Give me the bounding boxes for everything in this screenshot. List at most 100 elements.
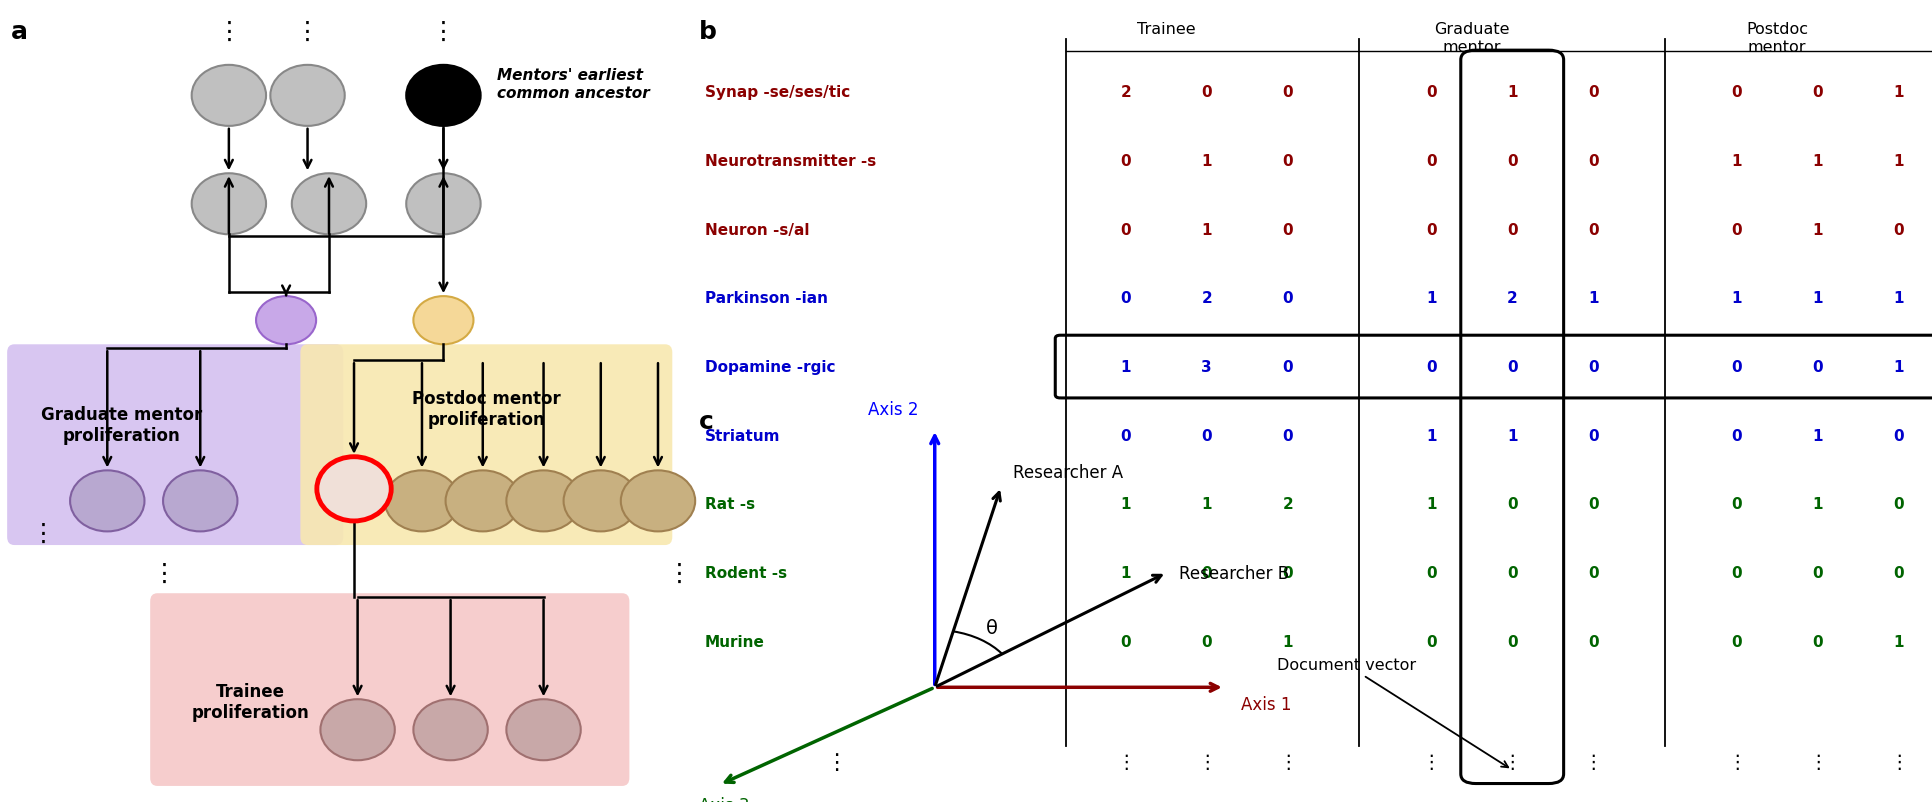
Text: 1: 1 [1893, 634, 1903, 649]
Text: 0: 0 [1893, 222, 1903, 237]
Text: 0: 0 [1507, 565, 1517, 581]
Text: 0: 0 [1426, 565, 1435, 581]
Text: Rat -s: Rat -s [705, 496, 755, 512]
Text: Postdoc mentor
proliferation: Postdoc mentor proliferation [412, 390, 560, 428]
Text: 0: 0 [1281, 222, 1293, 237]
Text: 0: 0 [1812, 85, 1822, 100]
Text: 0: 0 [1281, 154, 1293, 169]
Text: 3: 3 [1202, 359, 1211, 375]
Text: 0: 0 [1507, 634, 1517, 649]
Text: ⋮: ⋮ [1277, 752, 1296, 772]
Text: Parkinson -ian: Parkinson -ian [705, 291, 827, 306]
Text: Mentors' earliest
common ancestor: Mentors' earliest common ancestor [497, 68, 649, 100]
Text: Axis 3: Axis 3 [697, 796, 750, 802]
Text: 0: 0 [1281, 428, 1293, 444]
Text: ⋮: ⋮ [1582, 752, 1602, 772]
Text: 1: 1 [1426, 291, 1435, 306]
Text: 0: 0 [1812, 634, 1822, 649]
Text: Synap -se/ses/tic: Synap -se/ses/tic [705, 85, 850, 100]
Text: ⋮: ⋮ [1115, 752, 1134, 772]
Text: 1: 1 [1202, 496, 1211, 512]
Ellipse shape [413, 699, 487, 760]
Text: 0: 0 [1731, 634, 1741, 649]
Text: a: a [12, 20, 27, 44]
Text: ⋮: ⋮ [1806, 752, 1826, 772]
Text: Researcher A: Researcher A [1012, 464, 1122, 481]
Text: ⋮: ⋮ [431, 20, 456, 44]
Text: 1: 1 [1507, 85, 1517, 100]
Text: ⋮: ⋮ [825, 752, 846, 772]
Text: 0: 0 [1586, 85, 1598, 100]
Text: 1: 1 [1588, 291, 1598, 306]
Text: Neurotransmitter -s: Neurotransmitter -s [705, 154, 875, 169]
Text: 2: 2 [1121, 85, 1130, 100]
Text: 0: 0 [1281, 565, 1293, 581]
Text: 1: 1 [1893, 291, 1903, 306]
Text: 0: 0 [1202, 85, 1211, 100]
Ellipse shape [191, 174, 267, 235]
Text: 0: 0 [1731, 359, 1741, 375]
Text: Document vector: Document vector [1277, 658, 1507, 768]
Text: 0: 0 [1426, 222, 1435, 237]
Ellipse shape [292, 174, 365, 235]
Text: Trainee
proliferation: Trainee proliferation [191, 683, 309, 721]
Text: 0: 0 [1281, 359, 1293, 375]
Text: 0: 0 [1731, 428, 1741, 444]
Text: 0: 0 [1426, 359, 1435, 375]
Text: Axis 1: Axis 1 [1240, 695, 1291, 714]
Text: 1: 1 [1893, 154, 1903, 169]
Text: 0: 0 [1121, 154, 1130, 169]
Text: Researcher B: Researcher B [1179, 564, 1289, 581]
Text: 1: 1 [1121, 496, 1130, 512]
Text: 0: 0 [1121, 428, 1130, 444]
Text: 1: 1 [1507, 428, 1517, 444]
Text: 0: 0 [1202, 565, 1211, 581]
Text: ⋮: ⋮ [296, 20, 321, 44]
Ellipse shape [506, 471, 580, 532]
Text: ⋮: ⋮ [153, 561, 178, 585]
Text: ⋮: ⋮ [31, 521, 56, 545]
Text: 0: 0 [1812, 565, 1822, 581]
Text: 1: 1 [1812, 154, 1822, 169]
Text: 0: 0 [1586, 634, 1598, 649]
Text: ⋮: ⋮ [1888, 752, 1907, 772]
Text: Postdoc
mentor: Postdoc mentor [1745, 22, 1806, 55]
Text: Trainee: Trainee [1136, 22, 1194, 38]
Text: Graduate
mentor: Graduate mentor [1434, 22, 1509, 55]
Text: ⋮: ⋮ [1725, 752, 1745, 772]
Ellipse shape [506, 699, 580, 760]
Ellipse shape [384, 471, 460, 532]
Text: c: c [697, 410, 713, 434]
Text: 0: 0 [1586, 428, 1598, 444]
Text: 0: 0 [1586, 154, 1598, 169]
Text: Murine: Murine [705, 634, 765, 649]
Text: ⋮: ⋮ [667, 561, 692, 585]
Text: 0: 0 [1426, 85, 1435, 100]
Text: Axis 2: Axis 2 [867, 400, 918, 418]
Ellipse shape [191, 66, 267, 127]
Text: 1: 1 [1812, 496, 1822, 512]
Text: b: b [697, 20, 717, 44]
Text: Rodent -s: Rodent -s [705, 565, 786, 581]
Text: ⋮: ⋮ [1501, 752, 1520, 772]
Text: θ: θ [985, 618, 997, 638]
Ellipse shape [413, 297, 473, 345]
Ellipse shape [321, 699, 394, 760]
Text: 0: 0 [1121, 222, 1130, 237]
Text: 0: 0 [1731, 496, 1741, 512]
Text: 0: 0 [1507, 154, 1517, 169]
Text: 0: 0 [1731, 565, 1741, 581]
Text: 2: 2 [1202, 291, 1211, 306]
Text: 0: 0 [1586, 359, 1598, 375]
Text: 0: 0 [1121, 634, 1130, 649]
Text: 0: 0 [1893, 496, 1903, 512]
Text: 2: 2 [1507, 291, 1517, 306]
Text: 2: 2 [1281, 496, 1293, 512]
Ellipse shape [70, 471, 145, 532]
Text: 1: 1 [1281, 634, 1293, 649]
Text: Striatum: Striatum [705, 428, 781, 444]
Text: 1: 1 [1893, 85, 1903, 100]
Text: ⋮: ⋮ [1196, 752, 1215, 772]
Text: 1: 1 [1121, 565, 1130, 581]
Text: 1: 1 [1202, 222, 1211, 237]
